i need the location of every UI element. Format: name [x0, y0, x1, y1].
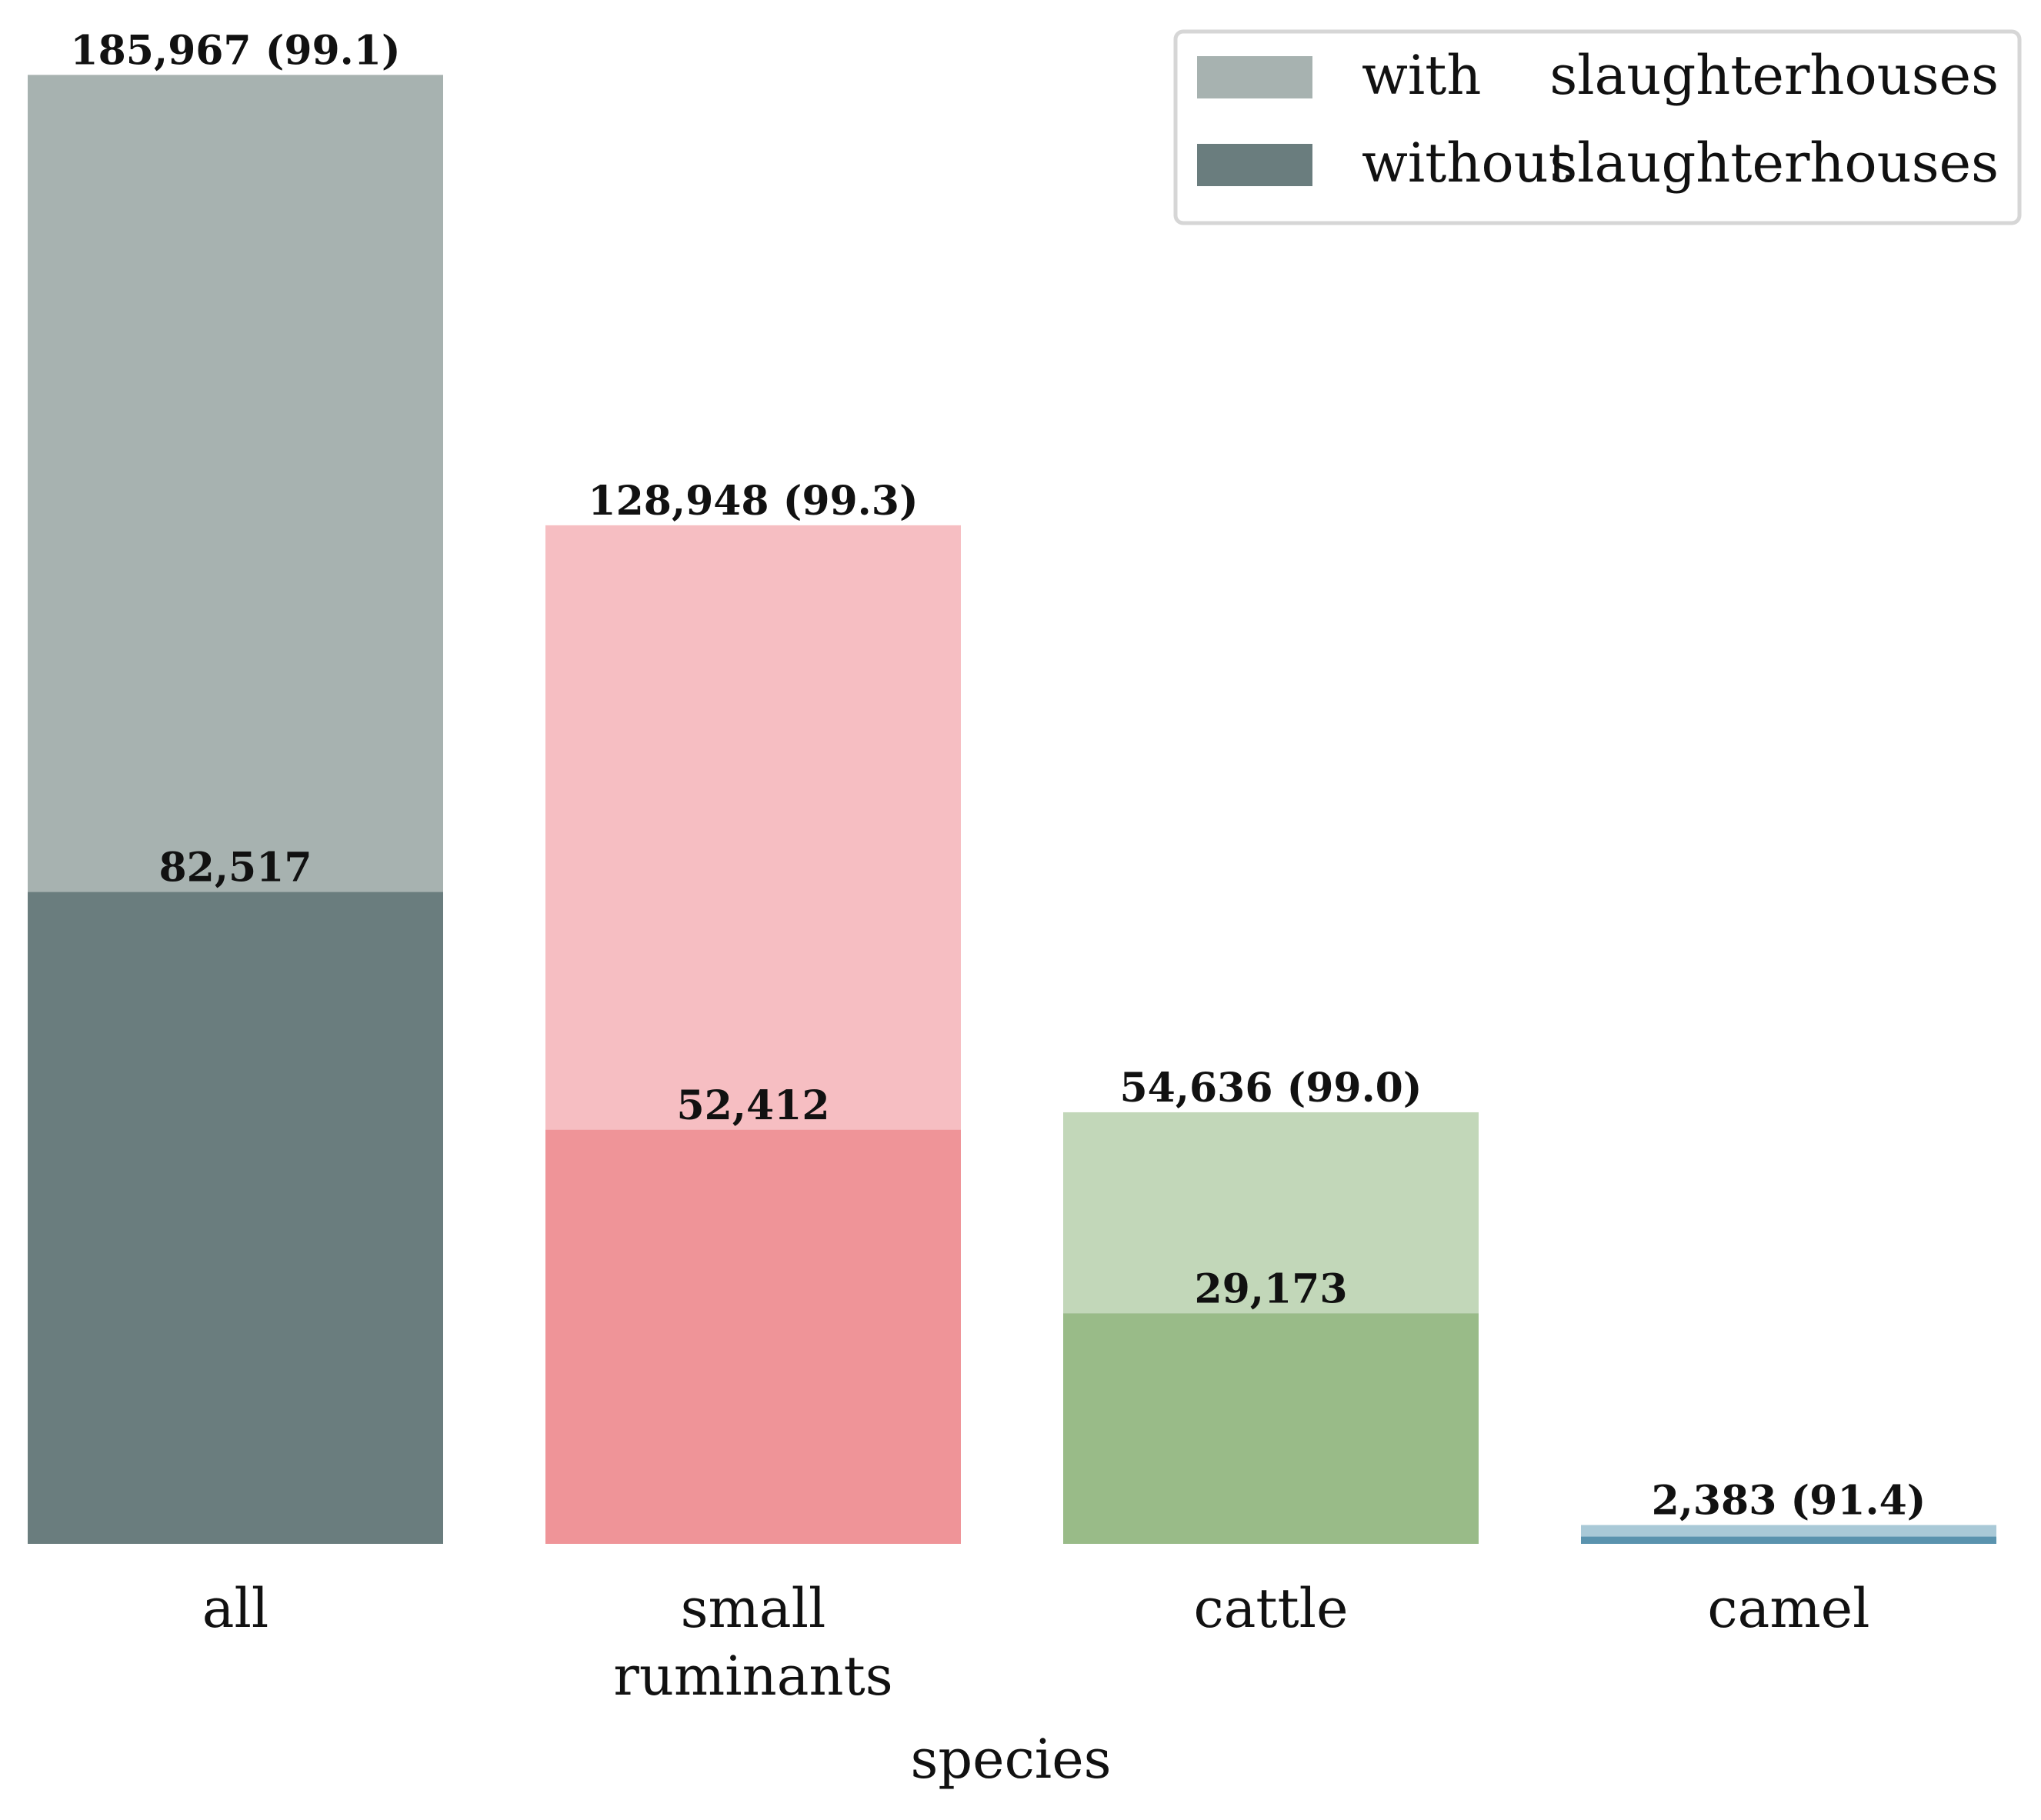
x-tick-label-camel-0: camel: [1707, 1577, 1869, 1640]
bar-without-cattle: [1063, 1313, 1479, 1544]
x-tick-label-all-0: all: [202, 1577, 269, 1640]
x-tick-label-cattle-0: cattle: [1193, 1577, 1348, 1640]
x-tick-label-small-ruminants-1: ruminants: [613, 1645, 892, 1708]
data-label-without-all: 82,517: [158, 845, 312, 892]
legend-swatch-with: [1197, 56, 1312, 98]
bar-without-camel: [1581, 1536, 1996, 1544]
data-label-with-all: 185,967 (99.1): [70, 27, 400, 74]
legend-word-with-1: slaughterhouses: [1549, 44, 1999, 107]
bar-without-small-ruminants: [545, 1129, 961, 1544]
legend-word-without-0: without: [1362, 132, 1570, 195]
data-label-with-camel: 2,383 (91.4): [1652, 1478, 1926, 1525]
bar-without-all: [28, 892, 443, 1544]
data-label-without-small-ruminants: 52,412: [676, 1082, 829, 1129]
legend-word-with-0: with: [1362, 44, 1482, 107]
data-label-with-small-ruminants: 128,948 (99.3): [588, 478, 918, 525]
x-tick-label-small-ruminants-0: small: [681, 1577, 826, 1640]
legend-word-without-1: slaughterhouses: [1549, 132, 1999, 195]
data-label-without-cattle: 29,173: [1194, 1265, 1347, 1312]
legend-swatch-without: [1197, 144, 1312, 186]
legend-box: [1173, 29, 2022, 225]
x-axis-title: species: [910, 1728, 1111, 1791]
data-label-with-cattle: 54,636 (99.0): [1120, 1065, 1422, 1112]
